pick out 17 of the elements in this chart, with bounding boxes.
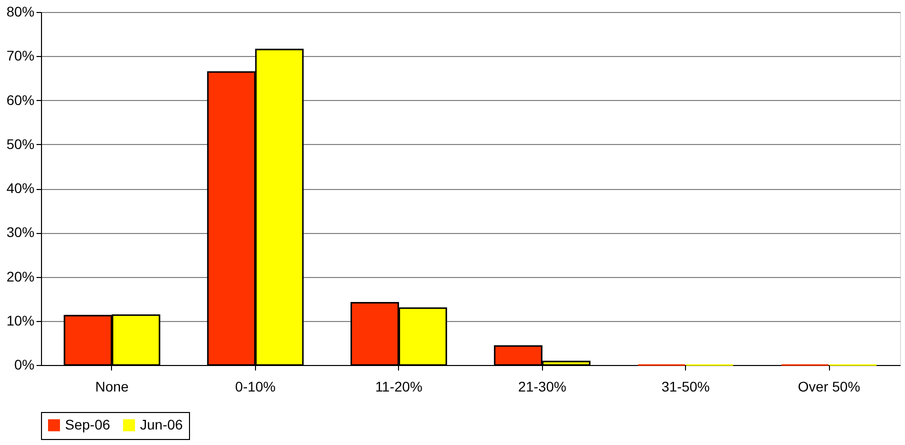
y-tick-label: 30% <box>6 224 34 240</box>
legend-label: Sep-06 <box>65 416 110 432</box>
y-tick-label: 40% <box>6 180 34 196</box>
x-tick-label: 31-50% <box>661 378 710 394</box>
y-tick-label: 20% <box>6 268 34 284</box>
y-tick-label: 10% <box>6 312 34 328</box>
x-tick-label: 11-20% <box>375 378 422 394</box>
y-tick-label: 0% <box>14 356 34 372</box>
x-tick-label: 0-10% <box>235 378 276 394</box>
y-tick-label: 70% <box>6 48 34 64</box>
y-tick-label: 60% <box>6 92 34 108</box>
x-tick-label: 21-30% <box>518 378 566 394</box>
x-tick-label: Over 50% <box>798 378 860 394</box>
y-tick-label: 80% <box>6 4 34 20</box>
y-tick-label: 50% <box>6 136 34 152</box>
x-tick-label: None <box>95 378 129 394</box>
legend-label: Jun-06 <box>140 416 184 432</box>
